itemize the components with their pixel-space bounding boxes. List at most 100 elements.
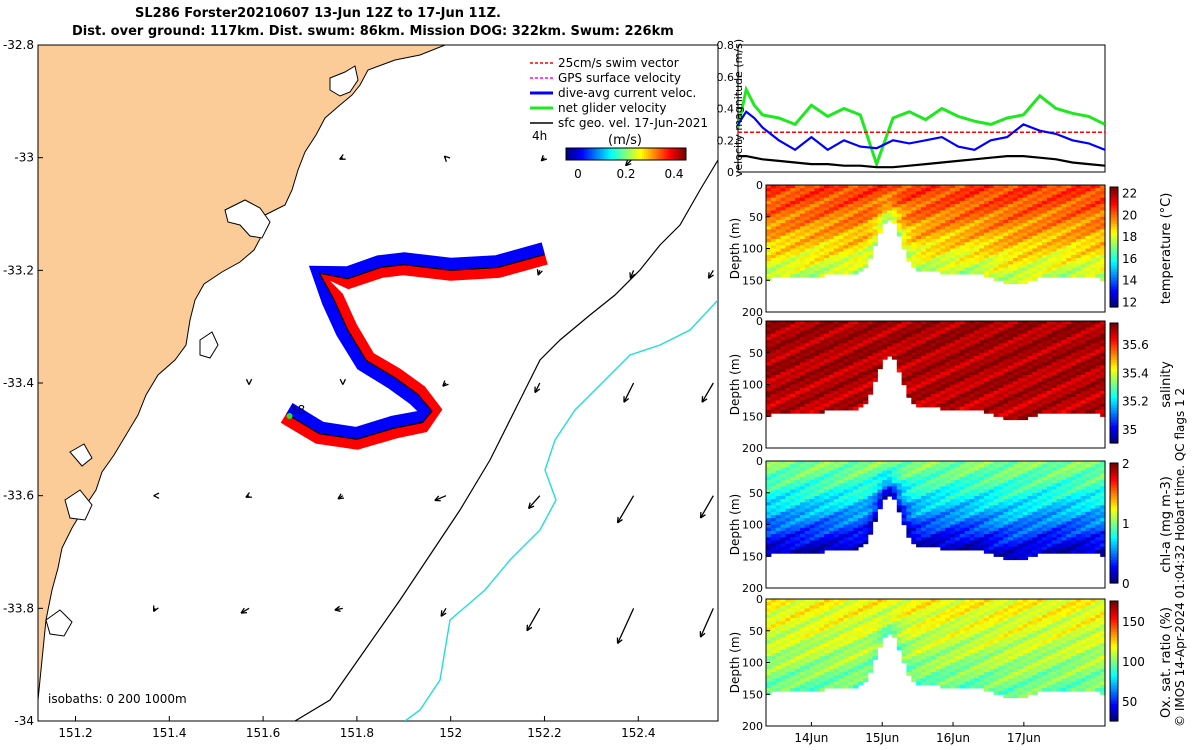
section-cell: [804, 242, 811, 246]
section-cell: [848, 194, 854, 199]
section-cell: [974, 343, 980, 347]
section-cell: [809, 213, 815, 218]
section-cell: [896, 327, 903, 332]
section-cell: [1032, 191, 1038, 196]
section-cell: [795, 362, 801, 367]
section-cell: [964, 261, 970, 265]
section-cell: [824, 524, 830, 529]
section-cell: [1003, 245, 1009, 250]
section-cell: [911, 200, 917, 205]
section-cell: [829, 346, 835, 351]
section-cell: [785, 273, 791, 278]
section-cell: [906, 229, 912, 234]
section-cell: [954, 191, 961, 196]
section-cell: [940, 324, 946, 328]
section-cell: [1080, 349, 1087, 354]
section-cell: [780, 185, 786, 189]
section-cell: [891, 327, 898, 332]
section-cell: [1003, 371, 1009, 376]
section-cell: [829, 486, 835, 491]
section-cell: [930, 461, 937, 465]
section-cell: [954, 400, 961, 405]
section-cell: [906, 251, 912, 256]
section-cell: [872, 476, 878, 481]
section-cell: [1013, 321, 1019, 325]
section-cell: [1090, 194, 1096, 199]
section-cell: [945, 232, 951, 237]
section-cell: [901, 521, 907, 526]
section-cell: [1071, 267, 1077, 272]
section-cell: [1032, 368, 1038, 373]
section-cell: [959, 336, 966, 341]
section-cell: [1100, 254, 1106, 259]
section-cell: [819, 355, 825, 360]
section-cell: [954, 340, 961, 344]
section-cell: [790, 543, 796, 548]
section-cell: [1100, 400, 1106, 405]
section-cell: [1008, 264, 1014, 269]
section-cell: [829, 207, 835, 211]
section-cell: [906, 223, 912, 227]
section-cell: [838, 336, 844, 341]
isobaths-label: isobaths: 0 200 1000m: [48, 692, 187, 706]
section-cell: [1071, 264, 1077, 269]
section-cell: [882, 219, 888, 224]
section-cell: [1013, 188, 1019, 192]
section-cell: [1056, 229, 1062, 234]
section-cell: [804, 210, 811, 215]
section-cell: [1037, 384, 1043, 389]
map-colorbar-cell: [620, 148, 623, 160]
section-cell: [983, 239, 990, 243]
section-cell: [829, 188, 835, 192]
section-cell: [867, 486, 874, 491]
section-cell: [1013, 200, 1019, 205]
section-cell: [1061, 375, 1067, 379]
section-cell: [858, 207, 864, 211]
section-cell: [911, 527, 917, 532]
section-cell: [1061, 400, 1067, 405]
section-cell: [1022, 223, 1029, 227]
section-cell: [935, 204, 941, 208]
section-colorbar-cell: [1110, 262, 1118, 266]
section-cell: [979, 324, 985, 328]
section-cell: [843, 343, 849, 347]
section-cell: [790, 346, 796, 351]
section-cell: [814, 384, 820, 389]
section-cell: [795, 381, 801, 386]
section-cell: [1080, 381, 1087, 386]
section-cell: [993, 330, 999, 335]
section-cell: [1085, 229, 1091, 234]
section-cell: [780, 213, 786, 218]
section-cell: [911, 213, 917, 218]
section-cell: [945, 365, 951, 370]
section-cell: [891, 191, 898, 196]
section-cell: [770, 197, 777, 202]
section-cell: [1080, 229, 1087, 234]
section-cell: [906, 473, 912, 478]
section-cell: [1046, 264, 1053, 269]
section-cell: [780, 371, 786, 376]
section-cell: [790, 499, 796, 503]
section-cell: [1032, 387, 1038, 392]
section-cell: [988, 336, 995, 341]
section-cell: [766, 521, 772, 526]
section-cell: [896, 362, 903, 367]
section-cell: [974, 397, 980, 401]
section-cell: [998, 185, 1004, 189]
section-cell: [935, 185, 941, 189]
section-cell: [853, 333, 859, 338]
section-cell: [1017, 207, 1024, 211]
section-cell: [1022, 371, 1029, 376]
section-cell: [853, 521, 859, 526]
section-cell: [770, 245, 777, 250]
section-cell: [1100, 185, 1106, 189]
section-cell: [979, 258, 985, 262]
section-cell: [882, 200, 888, 205]
section-cell: [775, 499, 782, 503]
section-cell: [1056, 362, 1062, 367]
section-cell: [770, 530, 777, 535]
section-cell: [1046, 330, 1053, 335]
section-cell: [906, 219, 912, 224]
section-cell: [766, 540, 772, 545]
